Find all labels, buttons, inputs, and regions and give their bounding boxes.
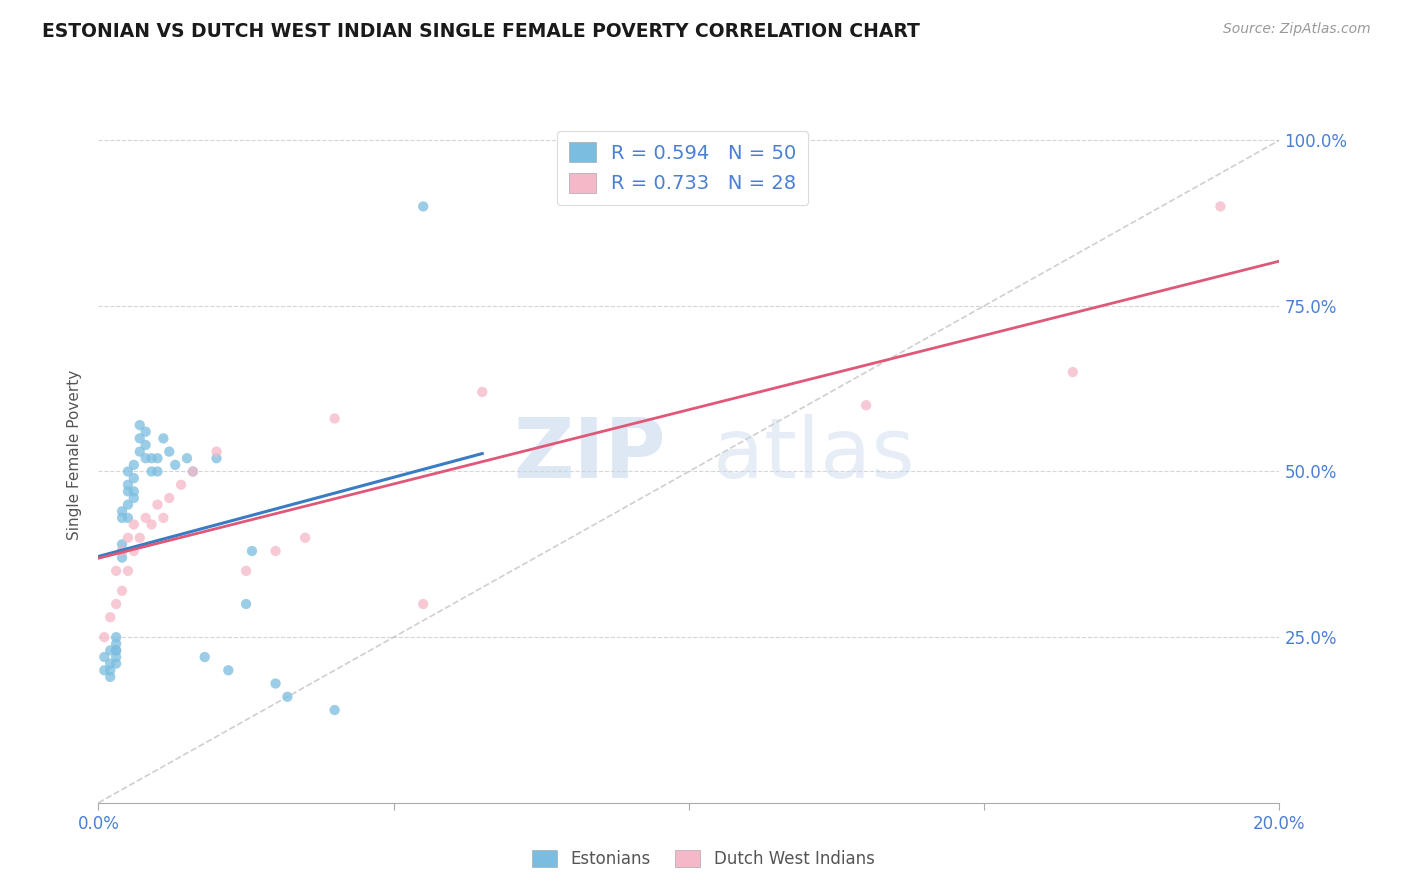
Point: [170, 477, 193, 491]
Point: [111, 537, 134, 551]
Point: [105, 630, 128, 644]
Point: [157, 444, 180, 458]
Point: [235, 597, 257, 611]
Point: [93, 650, 115, 665]
Point: [122, 458, 145, 472]
Point: [141, 517, 163, 532]
Point: [93, 663, 115, 677]
Point: [117, 498, 139, 512]
Point: [111, 544, 134, 558]
Legend: R = 0.594   N = 50, R = 0.733   N = 28: R = 0.594 N = 50, R = 0.733 N = 28: [557, 130, 808, 205]
Point: [128, 444, 150, 458]
Point: [141, 451, 163, 466]
Point: [264, 544, 287, 558]
Point: [122, 491, 145, 505]
Point: [240, 544, 263, 558]
Point: [181, 465, 204, 479]
Point: [111, 550, 134, 565]
Point: [146, 451, 169, 466]
Point: [105, 650, 128, 665]
Point: [235, 564, 257, 578]
Point: [117, 531, 139, 545]
Point: [135, 511, 157, 525]
Point: [412, 597, 434, 611]
Point: [264, 676, 287, 690]
Point: [122, 544, 145, 558]
Point: [128, 431, 150, 445]
Text: ZIP: ZIP: [513, 415, 665, 495]
Text: atlas: atlas: [713, 415, 914, 495]
Point: [98, 643, 121, 657]
Point: [165, 458, 187, 472]
Point: [135, 451, 157, 466]
Point: [117, 511, 139, 525]
Point: [98, 670, 121, 684]
Point: [146, 465, 169, 479]
Point: [111, 511, 134, 525]
Point: [128, 418, 150, 433]
Point: [323, 703, 346, 717]
Point: [176, 451, 198, 466]
Point: [98, 610, 121, 624]
Point: [117, 465, 139, 479]
Point: [205, 444, 228, 458]
Point: [294, 531, 316, 545]
Point: [157, 491, 180, 505]
Point: [105, 657, 128, 671]
Point: [217, 663, 239, 677]
Point: [135, 438, 157, 452]
Point: [194, 650, 217, 665]
Point: [111, 504, 134, 518]
Y-axis label: Single Female Poverty: Single Female Poverty: [67, 370, 83, 540]
Point: [111, 583, 134, 598]
Point: [98, 663, 121, 677]
Point: [146, 498, 169, 512]
Point: [122, 471, 145, 485]
Point: [1062, 365, 1084, 379]
Text: ESTONIAN VS DUTCH WEST INDIAN SINGLE FEMALE POVERTY CORRELATION CHART: ESTONIAN VS DUTCH WEST INDIAN SINGLE FEM…: [42, 22, 920, 41]
Point: [152, 431, 174, 445]
Point: [111, 544, 134, 558]
Point: [117, 477, 139, 491]
Point: [105, 643, 128, 657]
Point: [122, 484, 145, 499]
Point: [122, 517, 145, 532]
Point: [855, 398, 877, 412]
Point: [152, 511, 174, 525]
Point: [98, 657, 121, 671]
Point: [412, 199, 434, 213]
Point: [105, 564, 128, 578]
Point: [93, 630, 115, 644]
Text: Source: ZipAtlas.com: Source: ZipAtlas.com: [1223, 22, 1371, 37]
Point: [105, 637, 128, 651]
Point: [471, 384, 494, 399]
Point: [1209, 199, 1232, 213]
Point: [128, 531, 150, 545]
Legend: Estonians, Dutch West Indians: Estonians, Dutch West Indians: [524, 843, 882, 875]
Point: [205, 451, 228, 466]
Point: [105, 597, 128, 611]
Point: [141, 465, 163, 479]
Point: [135, 425, 157, 439]
Point: [117, 484, 139, 499]
Point: [323, 411, 346, 425]
Point: [117, 564, 139, 578]
Point: [181, 465, 204, 479]
Point: [105, 643, 128, 657]
Point: [276, 690, 298, 704]
